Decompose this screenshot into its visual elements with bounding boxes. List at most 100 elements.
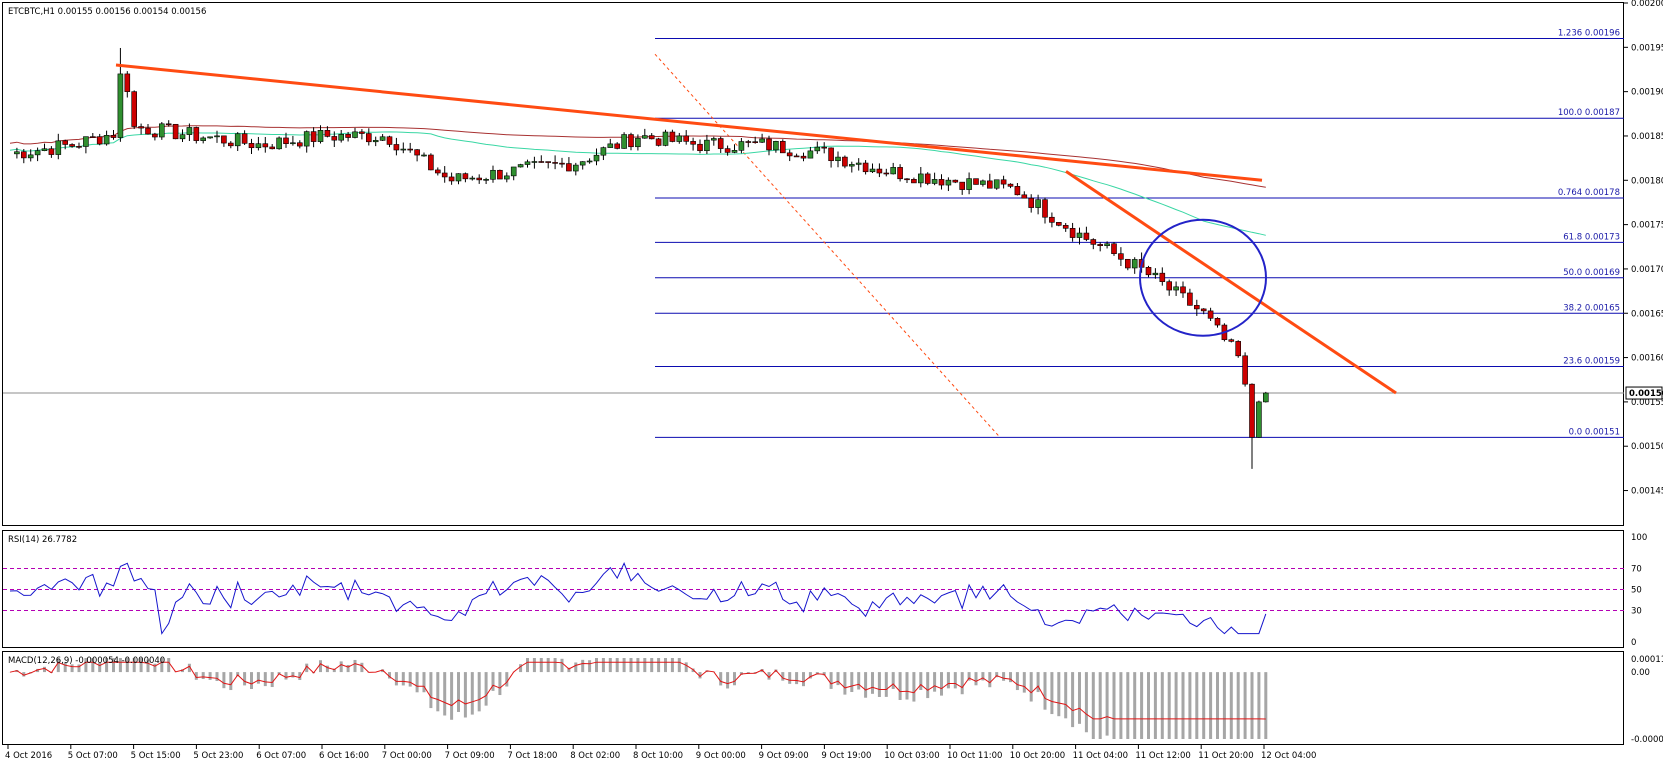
bear-candle: [1166, 281, 1172, 291]
macd-indicator: 0.000112 0.00 -0.000057: [8, 655, 1663, 745]
bear-candle: [538, 161, 545, 163]
bull-candle: [103, 135, 110, 145]
bull-candle: [966, 178, 972, 190]
macd-signal-line: [9, 661, 1266, 720]
bear-candle: [986, 180, 993, 189]
bear-candle: [331, 136, 338, 141]
bear-candle: [614, 143, 621, 149]
fib-level-label: 1.236 0.00196: [1558, 28, 1620, 38]
bear-candle: [669, 131, 676, 142]
bear-candle: [110, 135, 117, 138]
bull-candle: [117, 73, 124, 138]
bear-candle: [883, 172, 890, 175]
bull-candle: [207, 136, 213, 139]
bull-candle: [1173, 286, 1179, 291]
bear-candle: [269, 146, 276, 150]
bear-candle: [386, 136, 393, 145]
resistance-trendline: [115, 63, 1263, 182]
price-tick-label: 0.00170: [1631, 265, 1663, 275]
bear-candle: [1214, 318, 1221, 326]
bear-candle: [48, 148, 55, 155]
bear-candle: [779, 141, 786, 154]
bear-candle: [145, 127, 151, 135]
bear-candle: [365, 133, 372, 143]
time-tick-label: 11 Oct 20:00: [1198, 751, 1253, 761]
bear-candle: [904, 178, 910, 181]
rsi-level-label: 100: [1631, 533, 1647, 543]
bull-candle: [869, 168, 876, 173]
bear-candle: [69, 144, 75, 147]
bear-candle: [648, 135, 655, 140]
bear-candle: [1145, 267, 1152, 276]
rsi-indicator: 100 70 50 30 0: [3, 533, 1647, 648]
bear-candle: [766, 138, 772, 151]
price-tick-label: 0.00200: [1631, 0, 1663, 9]
bull-candle: [710, 138, 717, 141]
bull-candle: [1035, 199, 1041, 208]
macd-panel-frame: [2, 651, 1624, 745]
bear-candle: [165, 123, 172, 126]
rsi-line: [9, 562, 1267, 635]
macd-title: MACD(12,26,9) -0.000054 -0.000040: [8, 656, 165, 666]
time-tick-label: 11 Oct 04:00: [1073, 751, 1128, 761]
bull-candle: [593, 154, 600, 162]
bear-candle: [90, 136, 96, 138]
bull-candle: [455, 173, 462, 182]
bear-candle: [1049, 216, 1055, 223]
time-tick-label: 8 Oct 10:00: [633, 751, 683, 761]
bear-candle: [745, 141, 752, 143]
trend-drawings[interactable]: [115, 63, 1397, 395]
bear-candle: [842, 156, 848, 167]
bear-candle: [786, 152, 793, 157]
bull-candle: [917, 173, 924, 184]
bear-candle: [434, 169, 441, 174]
bull-candle: [814, 146, 821, 152]
price-panel-frame: [2, 2, 1624, 526]
bear-candle: [973, 178, 979, 185]
bull-candle: [931, 179, 938, 184]
time-tick-label: 11 Oct 12:00: [1135, 751, 1190, 761]
fib-level-label: 100.0 0.00187: [1558, 108, 1620, 118]
bull-candle: [214, 135, 220, 138]
bear-candle: [793, 155, 800, 158]
time-tick-label: 8 Oct 02:00: [570, 751, 620, 761]
bull-candle: [483, 179, 489, 181]
bull-candle: [704, 139, 710, 152]
highlight-circle: [1139, 218, 1267, 337]
bear-candle: [911, 179, 917, 184]
time-tick-label: 12 Oct 04:00: [1261, 751, 1316, 761]
bull-candle: [159, 123, 165, 138]
bear-candle: [938, 179, 945, 186]
rsi-title: RSI(14) 26.7782: [8, 535, 77, 545]
price-tick-label: 0.00155: [1631, 398, 1663, 408]
bull-candle: [510, 166, 517, 177]
bear-candle: [448, 176, 455, 182]
bull-candle: [607, 143, 614, 148]
bull-candle: [503, 175, 510, 180]
rsi-level-label: 0: [1631, 638, 1636, 648]
bear-candle: [655, 138, 662, 146]
bear-candle: [1180, 286, 1186, 294]
time-tick-label: 5 Oct 15:00: [131, 751, 181, 761]
bull-candle: [338, 134, 345, 141]
macd-tick-label: 0.00: [1631, 668, 1650, 678]
fib-level-label: 23.6 0.00159: [1563, 356, 1620, 366]
current-price-label: 0.00156: [1629, 389, 1663, 399]
bear-candle: [545, 161, 552, 163]
bear-candle: [1242, 355, 1248, 385]
price-tick-label: 0.00150: [1631, 442, 1663, 452]
bear-candle: [310, 131, 317, 142]
bull-candle: [1131, 259, 1138, 269]
time-tick-label: 9 Oct 19:00: [821, 751, 871, 761]
bear-candle: [1111, 243, 1117, 254]
bull-candle: [848, 164, 855, 167]
bear-candle: [876, 168, 883, 174]
bear-candle: [359, 131, 365, 134]
bear-candle: [1194, 305, 1200, 310]
bear-candle: [324, 130, 331, 137]
rsi-level-label: 50: [1631, 586, 1642, 596]
bear-candle: [1200, 308, 1207, 312]
bear-candle: [407, 148, 414, 151]
